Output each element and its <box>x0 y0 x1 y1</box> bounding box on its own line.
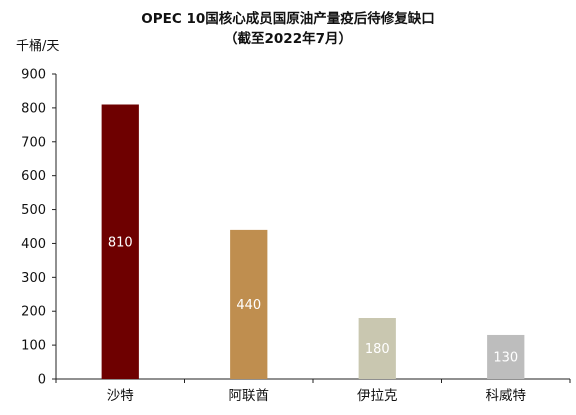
bar <box>101 104 139 379</box>
y-tick-label: 500 <box>21 203 46 218</box>
data-label: 810 <box>108 235 133 250</box>
x-tick-label: 沙特 <box>107 388 134 404</box>
y-tick-label: 200 <box>21 305 46 320</box>
data-label: 440 <box>236 298 261 313</box>
y-tick-label: 100 <box>21 339 46 354</box>
x-tick-label: 科威特 <box>486 388 527 404</box>
y-tick-label: 300 <box>21 271 46 286</box>
y-axis-label: 千桶/天 <box>16 39 59 54</box>
y-tick-label: 600 <box>21 169 46 184</box>
x-tick-label: 阿联酋 <box>229 387 270 404</box>
y-ticks: 0 100 200 300 400 500 600 700 800 900 <box>21 68 56 388</box>
data-label: 130 <box>493 350 518 365</box>
y-tick-label: 700 <box>21 135 46 150</box>
x-tick-label: 伊拉克 <box>357 388 398 404</box>
y-tick-label: 400 <box>21 237 46 252</box>
chart-title: OPEC 10国核心成员国原油产量疫后待修复缺口 <box>141 10 435 27</box>
data-label: 180 <box>365 342 390 357</box>
y-tick-label: 800 <box>21 101 46 116</box>
y-tick-label: 0 <box>38 373 46 388</box>
chart-subtitle: （截至2022年7月） <box>224 30 352 47</box>
bar <box>487 334 525 379</box>
bars <box>101 104 525 379</box>
value-labels: 810 440 180 130 <box>108 235 518 365</box>
x-ticks: 沙特 阿联酋 伊拉克 科威特 <box>55 379 571 404</box>
y-tick-label: 900 <box>21 68 46 83</box>
bar <box>230 229 268 379</box>
bar <box>358 318 396 379</box>
